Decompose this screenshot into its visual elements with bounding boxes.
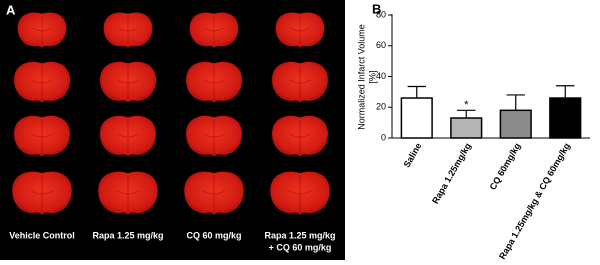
y-tick-label: 0 (381, 132, 386, 142)
panel-label: B (372, 1, 381, 16)
y-tick-label: 80 (376, 9, 386, 19)
y-axis-label: Normalized Infarct Volume (356, 24, 366, 130)
bar (400, 97, 433, 139)
photo-label: Rapa 1.25 mg/kg (264, 230, 335, 240)
x-tick-label: Rapa 1.25mg/kg (430, 141, 473, 205)
annotation: * (464, 99, 469, 111)
y-tick-label: 40 (376, 71, 386, 81)
photo-label: CQ 60 mg/kg (186, 230, 241, 240)
bar (450, 117, 483, 139)
y-tick-label: 20 (376, 102, 386, 112)
photo-label: + CQ 60 mg/kg (269, 242, 332, 252)
panel-label: A (6, 2, 16, 17)
x-tick-label: Saline (402, 141, 424, 169)
y-tick-label: 60 (376, 40, 386, 50)
photo-label: Vehicle Control (9, 230, 75, 240)
bar (549, 97, 582, 139)
x-tick-label: CQ 60mg/kg (488, 141, 523, 191)
bar (499, 109, 532, 139)
photo-label: Rapa 1.25 mg/kg (92, 230, 163, 240)
y-axis-label: [%] (367, 70, 377, 83)
